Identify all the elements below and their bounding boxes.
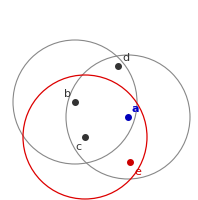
Text: b: b: [64, 89, 71, 99]
Text: e: e: [134, 166, 141, 176]
Text: d: d: [122, 53, 129, 63]
Text: a: a: [132, 103, 140, 113]
Text: c: c: [75, 141, 81, 151]
